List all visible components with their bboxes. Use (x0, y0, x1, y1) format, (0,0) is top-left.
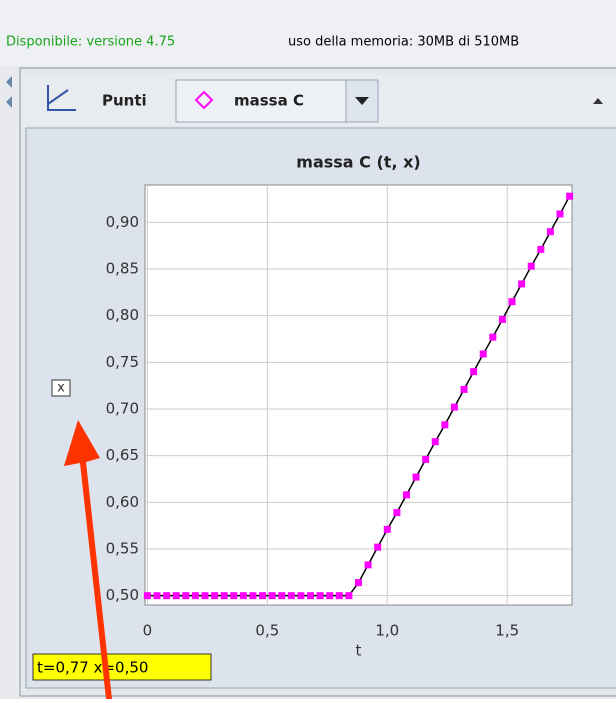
data-point (422, 455, 430, 463)
y-tick-label: 0,85 (106, 260, 139, 278)
data-point (537, 245, 545, 253)
data-point (345, 592, 353, 600)
x-tick-label: 0,5 (255, 622, 279, 640)
y-tick-label: 0,90 (106, 213, 139, 231)
data-point (307, 592, 315, 600)
data-point (412, 473, 420, 481)
data-point (489, 333, 497, 341)
data-point (211, 592, 219, 600)
data-point (498, 315, 506, 323)
data-point (278, 592, 286, 600)
data-point (297, 592, 305, 600)
data-point (383, 525, 391, 533)
y-tick-label: 0,70 (106, 400, 139, 418)
plot-icon[interactable] (47, 85, 76, 111)
version-text[interactable]: Disponibile: versione 4.75 (6, 35, 175, 50)
readout-box (32, 653, 212, 681)
annotation-arrow (64, 420, 112, 699)
data-point (479, 350, 487, 358)
data-point (172, 592, 180, 600)
data-point (393, 509, 401, 517)
data-point (374, 543, 382, 551)
data-point (326, 592, 334, 600)
data-point (239, 592, 247, 600)
data-point (220, 592, 228, 600)
data-point (556, 210, 564, 218)
status-bar (0, 0, 616, 66)
data-point (191, 592, 199, 600)
y-tick-label: 0,55 (106, 540, 139, 558)
data-point (316, 592, 324, 600)
memory-text: uso della memoria: 30MB di 510MB (288, 35, 519, 50)
y-tick-label: 0,80 (106, 306, 139, 324)
data-point (335, 592, 343, 600)
data-point (527, 262, 535, 270)
data-point (460, 385, 468, 393)
y-axis-label: x (57, 381, 65, 396)
x-tick-label: 0 (143, 622, 153, 640)
y-axis-label-box (51, 379, 71, 397)
y-tick-label: 0,50 (106, 586, 139, 604)
data-point (201, 592, 209, 600)
x-tick-label: 1,5 (495, 622, 519, 640)
data-point (287, 592, 295, 600)
data-point (566, 192, 574, 200)
data-point (518, 280, 526, 288)
data-point (153, 592, 161, 600)
plot-area (144, 184, 573, 606)
track-icon (194, 90, 214, 110)
plot: massa C (t, x)0,500,550,600,650,700,750,… (51, 153, 574, 660)
data-point (431, 438, 439, 446)
data-point (143, 592, 151, 600)
readout: t=0,77 x=0,50 (37, 659, 148, 677)
dropdown-arrow (355, 97, 369, 105)
track-dropdown[interactable] (175, 79, 347, 123)
data-point (546, 228, 554, 236)
y-tick-label: 0,65 (106, 446, 139, 464)
data-point (182, 592, 190, 600)
splitter-arrows[interactable] (6, 76, 12, 108)
data-point (163, 592, 171, 600)
data-point (470, 368, 478, 376)
data-point (441, 421, 449, 429)
track-name[interactable]: massa C (234, 92, 304, 110)
x-axis-label: t (356, 642, 362, 660)
mode-label[interactable]: Punti (102, 92, 147, 110)
data-point (364, 561, 372, 569)
x-tick-label: 1,0 (375, 622, 399, 640)
y-tick-label: 0,60 (106, 493, 139, 511)
data-point (268, 592, 276, 600)
chart-title: massa C (t, x) (296, 153, 420, 172)
data-point (508, 298, 516, 306)
data-point (355, 579, 362, 587)
collapse-button[interactable] (593, 98, 603, 104)
data-point (402, 491, 410, 499)
data-point (450, 403, 458, 411)
y-tick-label: 0,75 (106, 353, 139, 371)
data-point (249, 592, 257, 600)
data-point (230, 592, 238, 600)
data-point (259, 592, 267, 600)
